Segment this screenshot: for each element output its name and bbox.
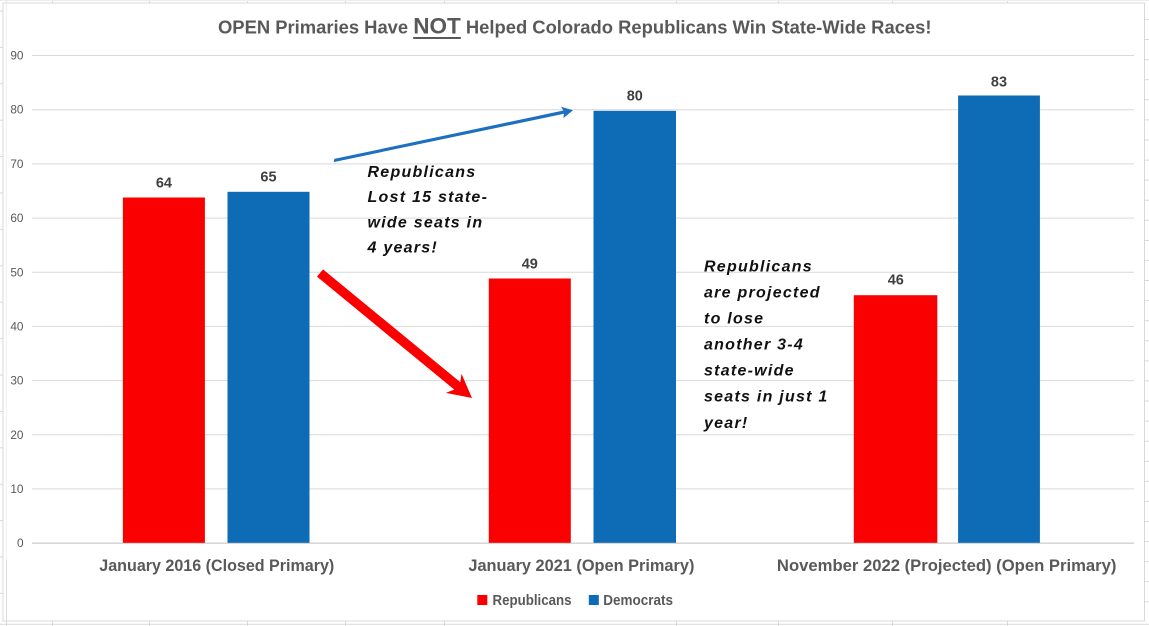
svg-text:90: 90 <box>10 49 24 63</box>
svg-text:60: 60 <box>10 211 24 225</box>
svg-text:Lost 15 state-: Lost 15 state- <box>368 189 489 206</box>
svg-text:83: 83 <box>991 75 1007 91</box>
svg-text:seats in just 1: seats in just 1 <box>704 389 829 406</box>
svg-text:Democrats: Democrats <box>603 593 673 609</box>
svg-text:are projected: are projected <box>704 285 821 302</box>
svg-text:November 2022 (Projected) (Ope: November 2022 (Projected) (Open Primary) <box>777 557 1117 575</box>
svg-text:wide seats in: wide seats in <box>368 214 484 231</box>
svg-text:50: 50 <box>10 265 24 279</box>
svg-text:64: 64 <box>156 175 172 191</box>
svg-text:Republicans: Republicans <box>493 593 572 609</box>
svg-text:to lose: to lose <box>704 311 764 328</box>
svg-text:Republicans: Republicans <box>368 164 477 181</box>
svg-text:46: 46 <box>888 273 904 289</box>
svg-text:Republicans: Republicans <box>704 258 813 275</box>
svg-text:10: 10 <box>10 482 24 496</box>
svg-text:January 2016 (Closed Primary): January 2016 (Closed Primary) <box>99 557 334 575</box>
svg-text:state-wide: state-wide <box>704 363 795 380</box>
svg-text:40: 40 <box>10 320 24 334</box>
svg-text:65: 65 <box>260 170 276 186</box>
svg-text:4 years!: 4 years! <box>367 240 439 257</box>
svg-text:year!: year! <box>703 415 749 432</box>
svg-text:another 3-4: another 3-4 <box>704 337 804 354</box>
svg-text:70: 70 <box>10 157 24 171</box>
svg-text:January 2021 (Open Primary): January 2021 (Open Primary) <box>468 557 694 575</box>
svg-text:49: 49 <box>522 257 538 273</box>
svg-text:80: 80 <box>627 89 643 105</box>
svg-text:30: 30 <box>10 374 24 388</box>
svg-text:80: 80 <box>10 103 24 117</box>
svg-text:0: 0 <box>17 536 24 550</box>
svg-text:OPEN Primaries Have NOT Helped: OPEN Primaries Have NOT Helped Colorado … <box>218 14 932 39</box>
svg-text:20: 20 <box>10 428 24 442</box>
